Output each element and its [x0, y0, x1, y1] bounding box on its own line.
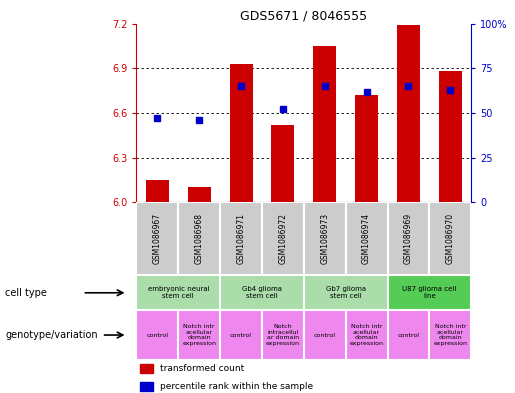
Text: GSM1086968: GSM1086968: [195, 213, 204, 264]
Bar: [220, 310, 262, 360]
Bar: [220, 202, 262, 275]
Text: control: control: [398, 332, 419, 338]
Bar: [146, 180, 169, 202]
Bar: [271, 125, 295, 202]
Bar: [355, 95, 378, 202]
Bar: [388, 202, 430, 275]
Text: control: control: [146, 332, 168, 338]
Bar: [136, 310, 178, 360]
Text: percentile rank within the sample: percentile rank within the sample: [160, 382, 313, 391]
Bar: [136, 275, 220, 310]
Text: GSM1086974: GSM1086974: [362, 213, 371, 264]
Text: GSM1086970: GSM1086970: [446, 213, 455, 264]
Bar: [439, 71, 462, 202]
Bar: [220, 275, 304, 310]
Text: GSM1086972: GSM1086972: [279, 213, 287, 264]
Bar: [262, 202, 304, 275]
Text: Notch intr
acellular
domain
expression: Notch intr acellular domain expression: [350, 325, 384, 345]
Text: Gb7 glioma
stem cell: Gb7 glioma stem cell: [325, 286, 366, 299]
Bar: [178, 202, 220, 275]
Text: embryonic neural
stem cell: embryonic neural stem cell: [147, 286, 209, 299]
Bar: [397, 25, 420, 202]
Text: cell type: cell type: [5, 288, 47, 298]
Bar: [304, 275, 388, 310]
Bar: [388, 310, 430, 360]
Text: Gb4 glioma
stem cell: Gb4 glioma stem cell: [242, 286, 282, 299]
Bar: [140, 364, 153, 373]
Bar: [140, 382, 153, 391]
Text: control: control: [230, 332, 252, 338]
Bar: [304, 310, 346, 360]
Bar: [346, 310, 388, 360]
Bar: [188, 187, 211, 202]
Text: Notch intr
acellular
domain
expression: Notch intr acellular domain expression: [433, 325, 467, 345]
Text: GSM1086973: GSM1086973: [320, 213, 329, 264]
Bar: [346, 202, 388, 275]
Bar: [388, 275, 471, 310]
Text: Notch
intracellul
ar domain
expression: Notch intracellul ar domain expression: [266, 325, 300, 345]
Text: U87 glioma cell
line: U87 glioma cell line: [402, 286, 457, 299]
Bar: [313, 46, 336, 202]
Text: Notch intr
acellular
domain
expression: Notch intr acellular domain expression: [182, 325, 216, 345]
Bar: [230, 64, 252, 202]
Text: GSM1086967: GSM1086967: [153, 213, 162, 264]
Text: genotype/variation: genotype/variation: [5, 330, 98, 340]
Text: GSM1086969: GSM1086969: [404, 213, 413, 264]
Bar: [136, 202, 178, 275]
Title: GDS5671 / 8046555: GDS5671 / 8046555: [241, 9, 367, 22]
Bar: [178, 310, 220, 360]
Text: transformed count: transformed count: [160, 364, 244, 373]
Bar: [304, 202, 346, 275]
Bar: [430, 310, 471, 360]
Bar: [262, 310, 304, 360]
Text: GSM1086971: GSM1086971: [236, 213, 246, 264]
Bar: [430, 202, 471, 275]
Text: control: control: [314, 332, 336, 338]
